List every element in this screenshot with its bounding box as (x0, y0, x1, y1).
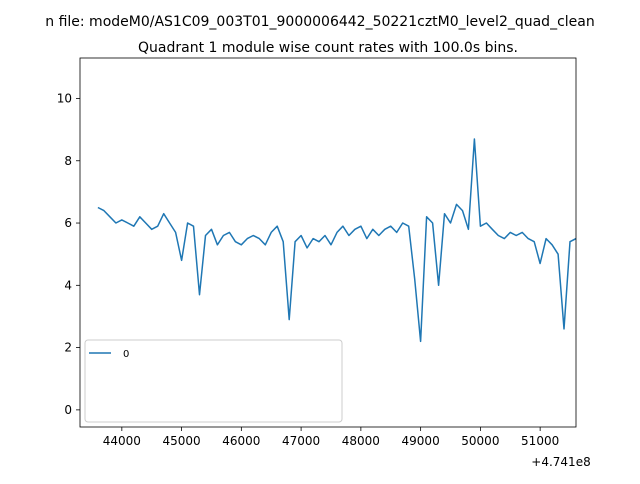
legend-label-0: 0 (123, 349, 129, 360)
series-line-0 (97, 138, 576, 343)
legend: 0 (84, 339, 343, 423)
chart-title: Quadrant 1 module wise count rates with … (138, 40, 518, 56)
y-tick-label: 4 (64, 278, 72, 292)
legend-box (84, 339, 343, 423)
plot-area: 44000 45000 46000 47000 48000 49000 50000 51000… (57, 57, 577, 448)
x-tick-label: 49000 (402, 434, 440, 448)
series-lines (97, 138, 576, 343)
x-tick-label: 51000 (521, 434, 559, 448)
y-tick-label: 10 (57, 91, 72, 105)
x-offset-label: +4.741e8 (531, 455, 590, 469)
y-tick-label: 2 (64, 341, 72, 355)
y-tick-label: 6 (64, 216, 72, 230)
plot-frame (79, 57, 577, 428)
figure-suptitle: n file: modeM0/AS1C09_003T01_9000006442_… (45, 14, 594, 30)
x-tick-label: 48000 (342, 434, 380, 448)
x-tick-label: 47000 (282, 434, 320, 448)
x-tick-label: 44000 (103, 434, 141, 448)
x-tick-label: 45000 (162, 434, 200, 448)
y-tick-label: 8 (64, 154, 72, 168)
x-tick-label: 50000 (461, 434, 499, 448)
y-tick-label: 0 (64, 403, 72, 417)
x-tick-label: 46000 (222, 434, 260, 448)
